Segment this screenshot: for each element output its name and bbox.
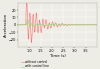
with control line <box>17 24 19 25</box>
with control line <box>96 24 98 25</box>
without control <box>69 24 70 25</box>
without control <box>31 42 32 43</box>
with control line <box>82 24 84 25</box>
without control <box>96 24 98 25</box>
without control <box>48 27 49 28</box>
without control <box>76 25 78 26</box>
with control line <box>65 24 66 25</box>
with control line <box>27 19 28 20</box>
Y-axis label: Acceleration: Acceleration <box>4 13 8 37</box>
without control <box>17 24 19 25</box>
without control <box>32 27 33 28</box>
X-axis label: Time (s): Time (s) <box>50 54 65 58</box>
Line: without control: without control <box>18 0 97 43</box>
with control line <box>69 24 70 25</box>
with control line <box>32 23 33 24</box>
with control line <box>76 24 78 25</box>
Legend: without control, with control line: without control, with control line <box>20 59 51 69</box>
Line: with control line: with control line <box>18 19 97 27</box>
